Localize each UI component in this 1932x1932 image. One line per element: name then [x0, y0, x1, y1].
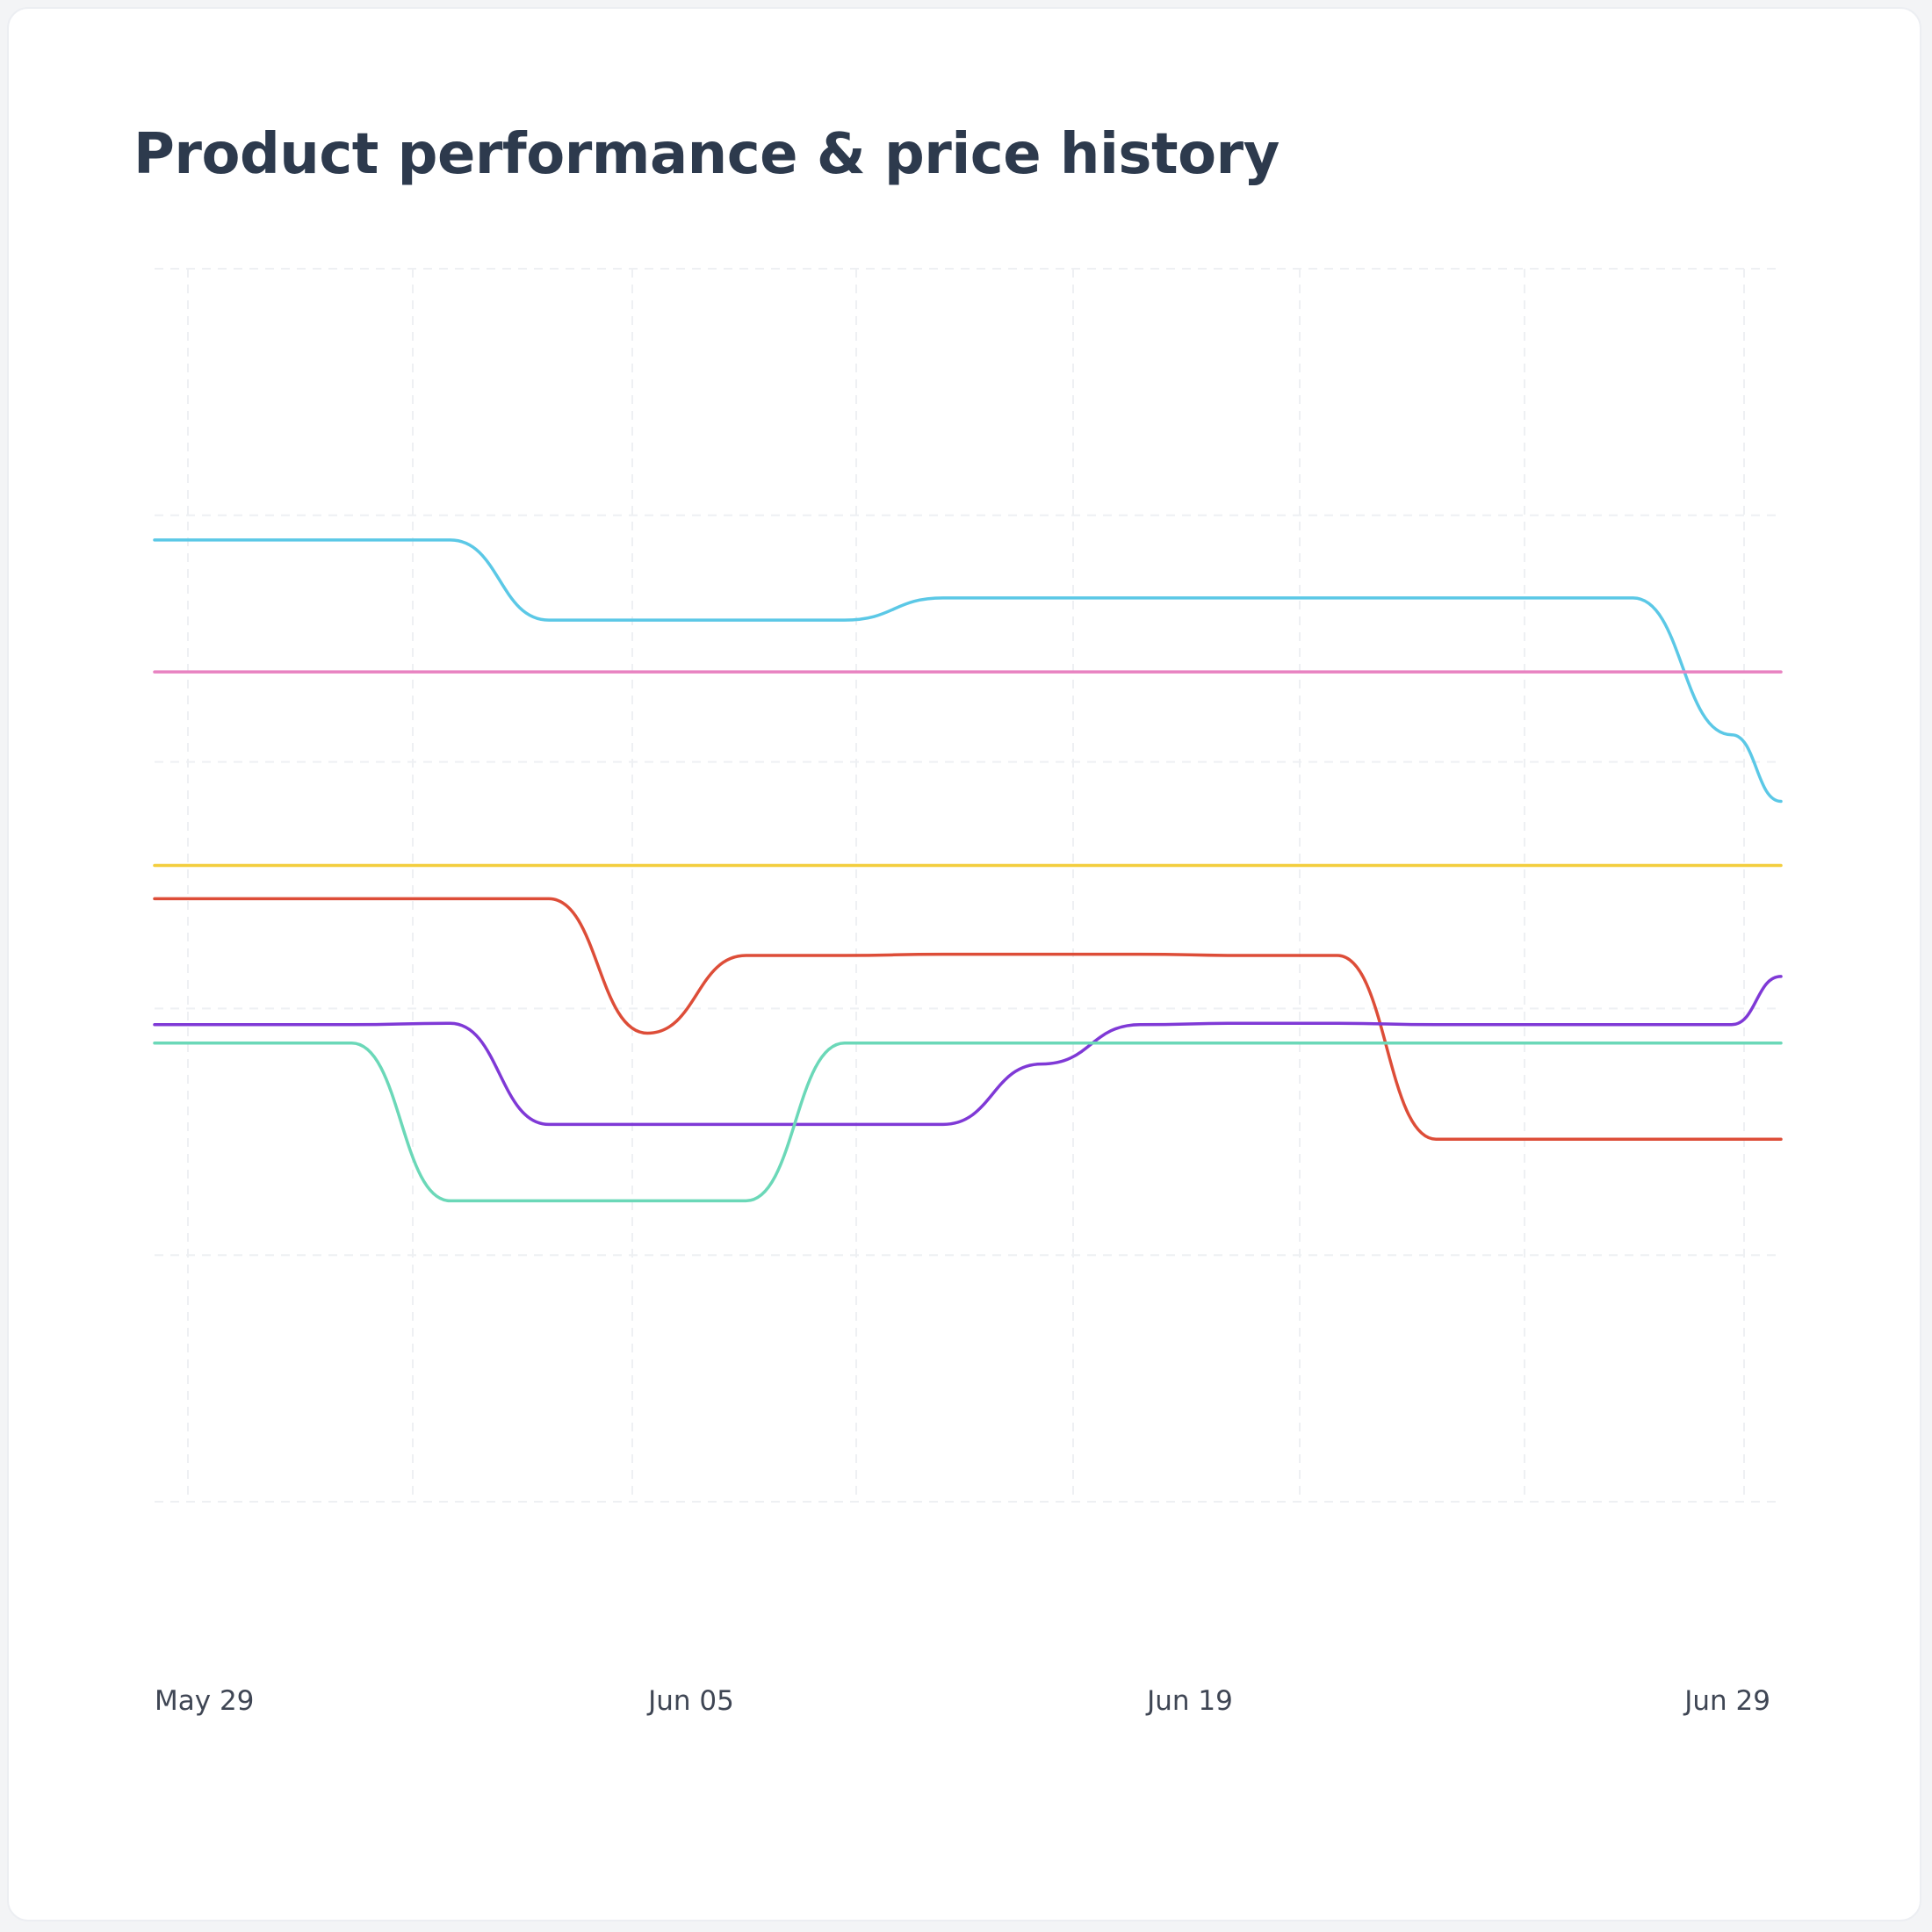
x-tick-label: Jun 29	[1683, 1685, 1770, 1717]
series-line-4	[153, 897, 1783, 1141]
series-layer	[153, 538, 1783, 1203]
chart-card	[7, 7, 1921, 1921]
series-line-6	[153, 1041, 1783, 1203]
series-line-5	[153, 975, 1783, 1127]
x-axis: May 29 Jun 05 Jun 19 Jun 29	[155, 1685, 1770, 1717]
grid	[155, 268, 1781, 1503]
x-tick-label: Jun 19	[1145, 1685, 1233, 1717]
x-tick-label: May 29	[155, 1685, 254, 1717]
series-line-1	[153, 538, 1783, 804]
x-tick-label: Jun 05	[646, 1685, 734, 1717]
chart-title: Product performance & price history	[133, 122, 1280, 187]
